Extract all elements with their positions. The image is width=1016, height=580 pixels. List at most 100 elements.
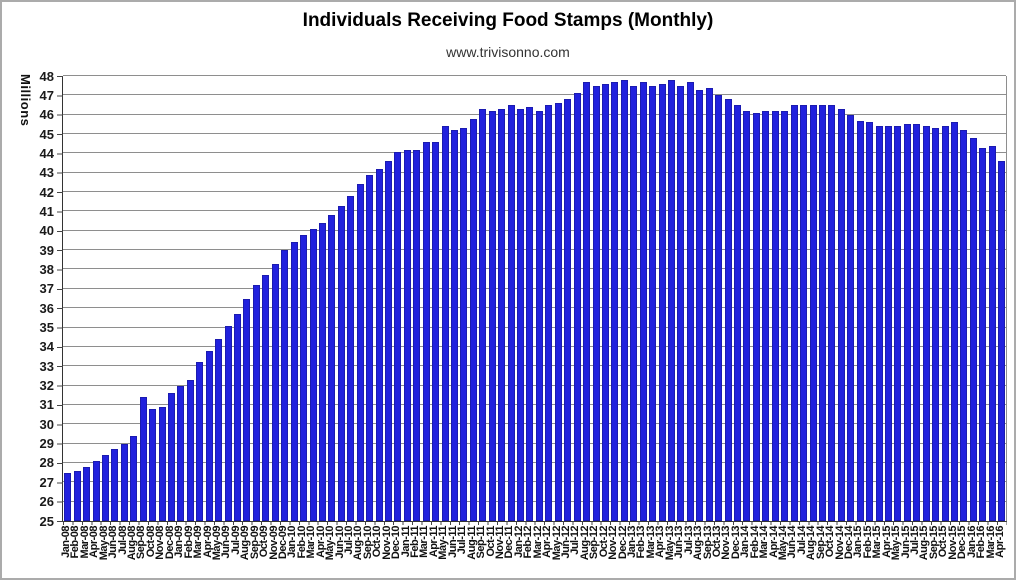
bar-Mar-16 (988, 145, 996, 521)
bar-Oct-13 (715, 95, 723, 521)
gridline-36 (63, 307, 1006, 309)
bar-Jul-11 (460, 128, 468, 521)
bar-Jun-11 (451, 130, 458, 521)
y-tick-label-34: 34 (39, 339, 54, 355)
bar-Jul-10 (347, 196, 355, 521)
bar-Apr-08 (92, 461, 100, 521)
y-tick-label-45: 45 (39, 126, 54, 142)
x-tick-label-text: Apr-16 (993, 526, 1006, 558)
gridline-29 (63, 442, 1006, 444)
y-tick-label-43: 43 (39, 165, 54, 181)
bar-Aug-13 (696, 89, 704, 521)
bar-May-11 (441, 126, 449, 521)
bar-Jul-15 (913, 124, 921, 521)
gridline-39 (63, 249, 1006, 251)
bar-Jul-08 (120, 443, 128, 521)
y-tick-label-28: 28 (39, 455, 54, 471)
bar-Nov-08 (158, 406, 166, 521)
bar-Dec-12 (620, 79, 628, 521)
bar-Jul-12 (573, 93, 581, 521)
bar-Sep-10 (366, 174, 374, 521)
bar-Aug-10 (356, 184, 364, 521)
y-tick-label-46: 46 (39, 107, 54, 123)
bar-Apr-09 (205, 350, 213, 521)
chart-subtitle: www.trivisonno.com (446, 44, 570, 60)
x-tick-label-Apr-16: Apr-16 (993, 526, 1006, 578)
bar-Jul-13 (686, 81, 694, 521)
y-tick-label-33: 33 (39, 358, 54, 374)
bar-Nov-11 (498, 108, 506, 521)
bar-Sep-11 (479, 108, 487, 521)
bar-Oct-11 (488, 110, 496, 521)
bar-Dec-15 (960, 130, 968, 521)
bar-Apr-16 (998, 161, 1006, 521)
x-axis-ticks (63, 521, 1007, 525)
bar-Feb-16 (979, 147, 987, 521)
gridline-30 (63, 423, 1006, 425)
bar-Nov-13 (724, 99, 732, 521)
gridline-44 (63, 152, 1006, 154)
gridline-34 (63, 345, 1006, 347)
y-tick-label-44: 44 (39, 145, 54, 161)
bar-Jun-15 (903, 124, 911, 521)
y-axis-title: Millions (18, 74, 33, 127)
gridline-37 (63, 287, 1006, 289)
plot-area (57, 75, 1007, 525)
bar-Feb-08 (73, 470, 81, 521)
bar-Jan-08 (64, 472, 72, 521)
bar-Jun-10 (337, 205, 345, 521)
bar-May-10 (328, 215, 336, 521)
bar-Dec-08 (167, 393, 175, 521)
bar-Sep-12 (592, 85, 600, 521)
y-tick-label-37: 37 (39, 281, 54, 297)
bar-Jan-11 (403, 149, 411, 521)
bar-May-12 (554, 103, 562, 521)
bar-Mar-10 (309, 228, 317, 521)
bar-Feb-09 (186, 379, 194, 521)
bar-Mar-14 (762, 110, 770, 521)
bar-Mar-08 (83, 466, 91, 521)
y-tick-label-48: 48 (39, 68, 54, 84)
bar-Jun-09 (224, 325, 232, 521)
gridline-40 (63, 229, 1006, 231)
bar-Oct-14 (828, 105, 836, 521)
bar-Feb-13 (639, 81, 647, 521)
bar-Oct-09 (262, 275, 270, 521)
gridline-26 (63, 500, 1006, 502)
gridline-46 (63, 113, 1006, 115)
bar-Nov-10 (384, 161, 392, 521)
bar-Dec-09 (281, 250, 289, 521)
bar-Feb-12 (526, 107, 534, 521)
bar-Dec-13 (734, 105, 742, 521)
bar-Jan-15 (856, 120, 864, 521)
gridline-31 (63, 403, 1006, 405)
y-tick-label-36: 36 (39, 300, 54, 316)
y-tick-label-31: 31 (39, 397, 54, 413)
bar-May-13 (667, 79, 675, 521)
bar-Nov-15 (951, 122, 958, 521)
gridline-33 (63, 365, 1006, 367)
bar-Jan-16 (969, 137, 977, 521)
bar-Dec-14 (847, 114, 855, 521)
gridline-28 (63, 461, 1006, 463)
bar-Aug-11 (469, 118, 477, 521)
bar-Feb-10 (300, 234, 308, 521)
y-tick-label-47: 47 (39, 87, 54, 103)
bar-Aug-15 (922, 126, 930, 521)
bar-Nov-14 (837, 108, 845, 521)
gridline-35 (63, 326, 1006, 328)
bar-Jan-12 (517, 108, 525, 521)
gridline-47 (63, 94, 1006, 96)
bar-Mar-15 (875, 126, 883, 521)
bar-Aug-08 (130, 435, 138, 521)
bar-Apr-15 (884, 126, 892, 521)
bar-Sep-15 (932, 128, 940, 521)
bar-Feb-11 (413, 149, 421, 521)
y-axis-labels: 25 26 27 28 29 30 31 32 33 34 35 36 37 38 39 40 41 42 43 44… (2, 69, 54, 529)
bar-May-09 (215, 339, 223, 521)
bar-Mar-09 (196, 362, 204, 521)
bar-Sep-14 (818, 105, 826, 521)
bar-Jan-09 (177, 385, 185, 521)
y-tick-label-39: 39 (39, 242, 54, 258)
bar-Apr-13 (658, 83, 666, 521)
